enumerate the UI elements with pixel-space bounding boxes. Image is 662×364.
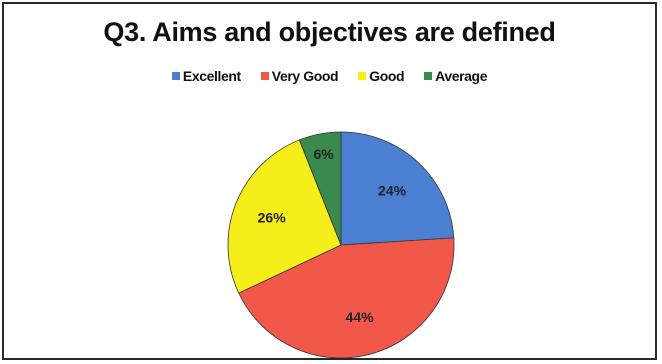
legend-item-good: Good bbox=[358, 68, 405, 84]
chart-legend: Excellent Very Good Good Average bbox=[4, 68, 655, 84]
pie-slice-good bbox=[227, 139, 342, 294]
legend-item-excellent: Excellent bbox=[171, 68, 241, 84]
legend-swatch-excellent bbox=[171, 72, 180, 80]
pie-label-very-good: 44% bbox=[346, 309, 375, 325]
pie-label-average: 6% bbox=[314, 146, 335, 162]
pie-slice-average bbox=[298, 131, 342, 246]
legend-label-good: Good bbox=[369, 68, 405, 84]
pie-slice-excellent bbox=[340, 131, 455, 246]
pie-chart: 24% 44% 26% 6% bbox=[227, 131, 455, 358]
legend-swatch-good bbox=[358, 72, 367, 80]
legend-swatch-very-good bbox=[260, 72, 269, 80]
chart-title: Q3. Aims and objectives are defined bbox=[103, 17, 556, 47]
legend-label-excellent: Excellent bbox=[182, 68, 241, 84]
legend-label-average: Average bbox=[435, 68, 488, 84]
legend-item-average: Average bbox=[424, 68, 487, 84]
legend-item-very-good: Very Good bbox=[260, 68, 339, 84]
legend-label-very-good: Very Good bbox=[271, 68, 339, 84]
pie-label-excellent: 24% bbox=[378, 183, 407, 199]
chart-frame: Q3. Aims and objectives are defined Exce… bbox=[2, 2, 657, 360]
pie-label-good: 26% bbox=[258, 210, 287, 226]
legend-swatch-average bbox=[424, 72, 433, 80]
